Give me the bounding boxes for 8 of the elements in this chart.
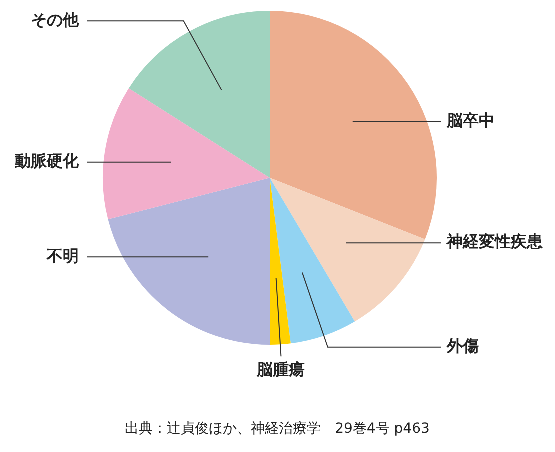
slice-label: 脳卒中 — [446, 110, 495, 130]
slice-label: 脳腫瘍 — [256, 360, 306, 379]
slice-label: 外傷 — [446, 336, 479, 356]
slice-label: 動脈硬化 — [14, 151, 80, 170]
slice-label: その他 — [31, 10, 80, 30]
slice-label: 神経変性疾患 — [446, 232, 544, 252]
source-note: 出典：辻貞俊ほか、神経治療学 29巻4号 p463 — [124, 420, 431, 438]
slice-label: 不明 — [46, 246, 79, 266]
